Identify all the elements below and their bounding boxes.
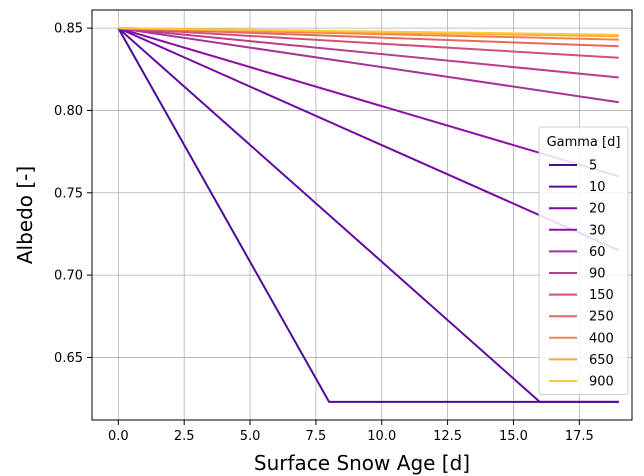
y-axis-label: Albedo [-] [13,166,37,264]
legend-box [538,126,629,396]
series-line-gamma-250 [118,27,619,48]
x-tick-label: 0.0 [108,429,129,444]
legend-label-gamma-10: 10 [589,180,606,195]
series-line-gamma-30 [118,27,620,178]
series-line-gamma-60 [118,27,619,104]
legend-label-gamma-250: 250 [589,310,614,325]
x-tick-label: 7.5 [306,429,327,444]
x-tick-label: 12.5 [433,429,462,444]
x-tick-label: 2.5 [174,429,195,444]
series-line-gamma-90 [118,27,619,79]
legend: Gamma [d] 5 10 20 30 60 90 150 250 400 650 900 [538,126,629,396]
y-tick-label: 0.85 [54,22,83,37]
series-layer [117,27,620,403]
legend-label-gamma-90: 90 [589,267,606,282]
x-tick-label: 15.0 [499,429,528,444]
legend-label-gamma-900: 900 [589,375,614,390]
x-axis-ticks: 0.0 2.5 5.0 7.5 10.0 12.5 15.0 17.5 [108,420,594,444]
legend-label-gamma-60: 60 [589,245,606,260]
legend-label-gamma-400: 400 [589,331,614,346]
x-tick-label: 10.0 [367,429,396,444]
series-line-gamma-900 [118,27,619,36]
y-tick-label: 0.70 [54,269,83,284]
y-tick-label: 0.80 [54,104,83,119]
legend-title: Gamma [d] [547,135,621,150]
x-tick-label: 5.0 [240,429,261,444]
series-line-gamma-10 [117,27,619,403]
legend-label-gamma-30: 30 [589,223,606,238]
x-tick-label: 17.5 [565,429,594,444]
y-axis-ticks: 0.65 0.70 0.75 0.80 0.85 [54,22,92,366]
legend-items: 5 10 20 30 60 90 150 250 400 650 900 [549,159,614,390]
y-tick-label: 0.65 [54,351,83,366]
series-line-gamma-5 [117,27,619,403]
legend-label-gamma-5: 5 [589,159,597,174]
x-axis-label: Surface Snow Age [d] [254,451,470,475]
legend-label-gamma-150: 150 [589,288,614,303]
y-tick-label: 0.75 [54,186,83,201]
series-line-gamma-20 [117,27,620,252]
series-line-gamma-150 [118,27,619,59]
legend-label-gamma-20: 20 [589,202,606,217]
legend-label-gamma-650: 650 [589,353,614,368]
plot-frame [91,9,633,421]
